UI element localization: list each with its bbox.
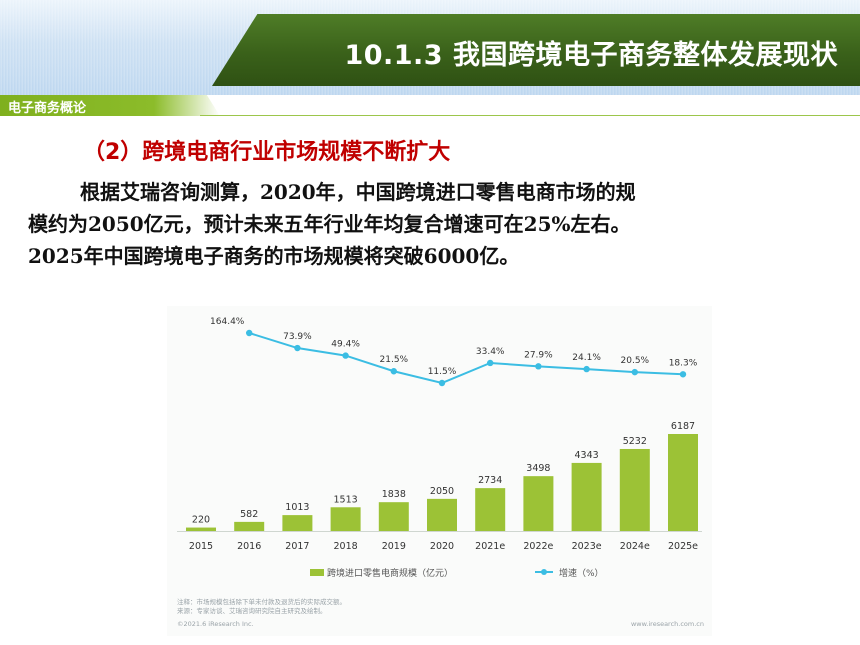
bar-value-label: 2050 (430, 486, 454, 497)
legend-bar-label: 跨境进口零售电商规模（亿元） (327, 569, 454, 579)
bar-value-label: 1513 (334, 494, 358, 505)
paragraph-line-2: 模约为2050亿元，预计未来五年行业年均复合增速可在25%左右。 (28, 212, 631, 236)
growth-label: 49.4% (331, 340, 360, 350)
title-banner (212, 14, 860, 86)
bar-value-label: 220 (192, 515, 210, 526)
chart-note: 注释：市场规模包括除下单未付款及退货后的实际成交额。 (177, 598, 346, 606)
growth-point (535, 363, 542, 370)
bar-2019 (378, 502, 409, 531)
market-size-chart: 220 2015 582 2016 1013 2017 1513 2018 1838 2019 20… (167, 306, 712, 636)
bar-2025e (668, 434, 698, 531)
growth-label: 33.4% (476, 347, 505, 357)
x-tick-label: 2017 (285, 541, 309, 552)
growth-point (390, 368, 397, 375)
growth-label: 11.5% (428, 367, 457, 377)
growth-point (679, 371, 687, 378)
divider-line (200, 115, 860, 116)
x-tick-label: 2024e (620, 541, 650, 552)
legend-bar-swatch (310, 569, 324, 576)
growth-point (294, 344, 301, 352)
x-tick-label: 2016 (237, 541, 261, 552)
course-name: 电子商务概论 (8, 101, 87, 116)
chart-copyright: ©2021.6 iResearch Inc. (177, 620, 254, 628)
bar-value-label: 3498 (526, 463, 550, 474)
x-tick-label: 2015 (189, 541, 213, 552)
slide-title: 10.1.3 我国跨境电子商务整体发展现状 (344, 40, 838, 71)
bar-2024e (619, 448, 650, 531)
body-paragraph: 根据艾瑞咨询测算，2020年，中国跨境进口零售电商市场的规 模约为2050亿元，… (28, 176, 828, 272)
section-heading: （2）跨境电商行业市场规模不断扩大 (83, 140, 451, 165)
legend-line-marker (541, 569, 547, 575)
x-tick-label: 2021e (475, 541, 505, 552)
bar-value-label: 2734 (478, 475, 502, 486)
x-tick-label: 2018 (334, 541, 358, 552)
bar-value-label: 582 (240, 509, 258, 520)
bar-2018 (330, 507, 361, 531)
growth-point (342, 352, 349, 359)
x-tick-label: 2023e (572, 541, 602, 552)
bar-2020 (427, 498, 457, 531)
bar-2015 (186, 527, 216, 531)
growth-label: 27.9% (524, 350, 553, 360)
bar-2017 (282, 515, 313, 531)
bar-value-label: 1013 (285, 502, 309, 513)
x-tick-label: 2022e (523, 541, 553, 552)
bar-2022e (523, 476, 554, 531)
bar-2021e (475, 488, 506, 531)
paragraph-line-1: 根据艾瑞咨询测算，2020年，中国跨境进口零售电商市场的规 (80, 180, 636, 204)
bar-value-label: 1838 (382, 489, 406, 500)
paragraph-line-3: 2025年中国跨境电子商务的市场规模将突破6000亿。 (28, 244, 520, 268)
growth-label: 24.1% (572, 353, 601, 363)
chart-source: 来源：专家访谈、艾瑞咨询研究院自主研究及绘制。 (177, 607, 327, 615)
growth-point (583, 365, 590, 373)
bar-2016 (234, 521, 265, 531)
growth-label: 21.5% (380, 355, 409, 365)
growth-point (631, 368, 638, 376)
growth-label: 18.3% (669, 358, 698, 368)
growth-point (438, 379, 446, 387)
bar-value-label: 6187 (671, 421, 695, 432)
x-tick-label: 2019 (382, 541, 406, 552)
growth-label: 164.4% (210, 317, 245, 327)
chart-website: www.iresearch.com.cn (630, 620, 704, 628)
growth-line (248, 332, 684, 385)
x-tick-label: 2020 (430, 541, 454, 552)
growth-point (487, 359, 494, 367)
legend-line-label: 增速（%） (559, 569, 604, 579)
growth-label: 73.9% (283, 332, 312, 342)
growth-point (246, 329, 253, 337)
subtitle-strip (0, 95, 220, 116)
chart-canvas: 220 2015 582 2016 1013 2017 1513 2018 1838 2019 20… (177, 317, 702, 552)
bar-value-label: 4343 (575, 450, 599, 461)
growth-label: 20.5% (621, 356, 650, 366)
bar-2023e (571, 462, 602, 531)
x-tick-label: 2025e (668, 541, 698, 552)
bar-value-label: 5232 (623, 436, 647, 447)
